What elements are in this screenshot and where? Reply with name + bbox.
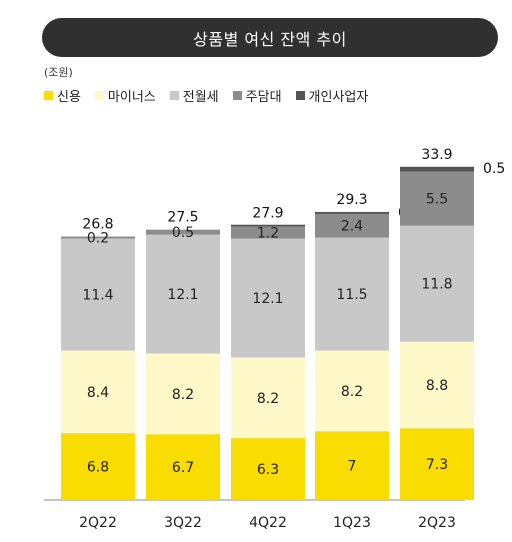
bar-segment [231, 357, 305, 439]
x-tick-label: 2Q22 [79, 515, 117, 531]
data-label: 8.2 [172, 387, 194, 403]
data-label: 12.1 [252, 291, 283, 307]
bar-segment [400, 171, 474, 226]
data-label: 11.4 [82, 288, 113, 304]
legend-label-jeonse: 전월세 [182, 90, 219, 105]
bar-segment [315, 211, 389, 214]
bar-segment [315, 237, 389, 351]
bar-segment [61, 433, 135, 500]
bar-segment [315, 350, 389, 432]
bar-segment [400, 225, 474, 342]
bar-segment [231, 438, 305, 500]
x-tick-label: 3Q22 [164, 515, 202, 531]
legend-item-credit: 신용 [44, 86, 81, 105]
x-tick-label: 1Q23 [333, 515, 371, 531]
bar-segment [400, 166, 474, 172]
bar-segment [315, 431, 389, 500]
legend-label-mortgage: 주담대 [245, 90, 282, 105]
bar-segment [231, 226, 305, 239]
bar-segment [231, 224, 305, 227]
legend-swatch-mortgage [232, 91, 242, 100]
legend: 신용 마이너스 전월세 주담대 개인사업자 [44, 86, 368, 105]
unit-label: (조원) [44, 66, 73, 79]
total-label: 33.9 [421, 147, 452, 163]
bar-segment [61, 238, 135, 351]
total-label: 29.3 [336, 192, 367, 208]
legend-swatch-jeonse [169, 91, 179, 100]
legend-item-business: 개인사업자 [295, 86, 369, 105]
x-tick-label: 2Q23 [418, 515, 456, 531]
data-label: 0.5 [172, 225, 194, 241]
bar-segment [146, 229, 220, 235]
legend-item-jeonse: 전월세 [169, 86, 219, 105]
data-label: 8.4 [87, 385, 109, 401]
total-label: 26.8 [82, 217, 113, 233]
data-label: 6.3 [257, 462, 279, 478]
data-label: 8.8 [426, 378, 448, 394]
legend-item-minus: 마이너스 [94, 86, 156, 105]
bar-segment [400, 341, 474, 429]
total-label: 27.9 [252, 206, 283, 222]
legend-swatch-minus [94, 91, 104, 100]
bar-segment [146, 234, 220, 354]
data-label: 1.2 [257, 226, 279, 242]
data-label: 11.5 [336, 287, 367, 303]
legend-swatch-credit [44, 91, 53, 100]
chart-title: 상품별 여신 잔액 추이 [193, 29, 347, 49]
chart-title-bar: 상품별 여신 잔액 추이 [42, 18, 498, 57]
bar-segment [315, 213, 389, 238]
bar-segment [146, 434, 220, 500]
bar-segment [146, 353, 220, 435]
data-label: 11.8 [421, 277, 452, 293]
data-label-side: 0.5 [483, 161, 505, 177]
data-label: 12.1 [167, 287, 198, 303]
data-label: 6.7 [172, 460, 194, 476]
data-label: 0.2 [87, 231, 109, 247]
data-label: 7 [348, 459, 357, 475]
bar-segment [231, 238, 305, 358]
data-label: 7.3 [426, 457, 448, 473]
bar-segment [61, 350, 135, 434]
legend-label-business: 개인사업자 [308, 90, 369, 105]
data-label: 6.8 [87, 460, 109, 476]
data-label: 8.2 [341, 384, 363, 400]
data-label: 5.5 [426, 192, 448, 208]
total-label: 27.5 [167, 210, 198, 226]
bar-segment [400, 428, 474, 500]
x-tick-label: 4Q22 [249, 515, 287, 531]
data-label: 8.2 [257, 391, 279, 407]
legend-item-mortgage: 주담대 [232, 86, 282, 105]
legend-label-minus: 마이너스 [107, 90, 156, 105]
bar-segment [61, 236, 135, 239]
legend-label-credit: 신용 [57, 90, 81, 105]
legend-swatch-business [295, 91, 305, 100]
data-label: 2.4 [341, 219, 363, 235]
